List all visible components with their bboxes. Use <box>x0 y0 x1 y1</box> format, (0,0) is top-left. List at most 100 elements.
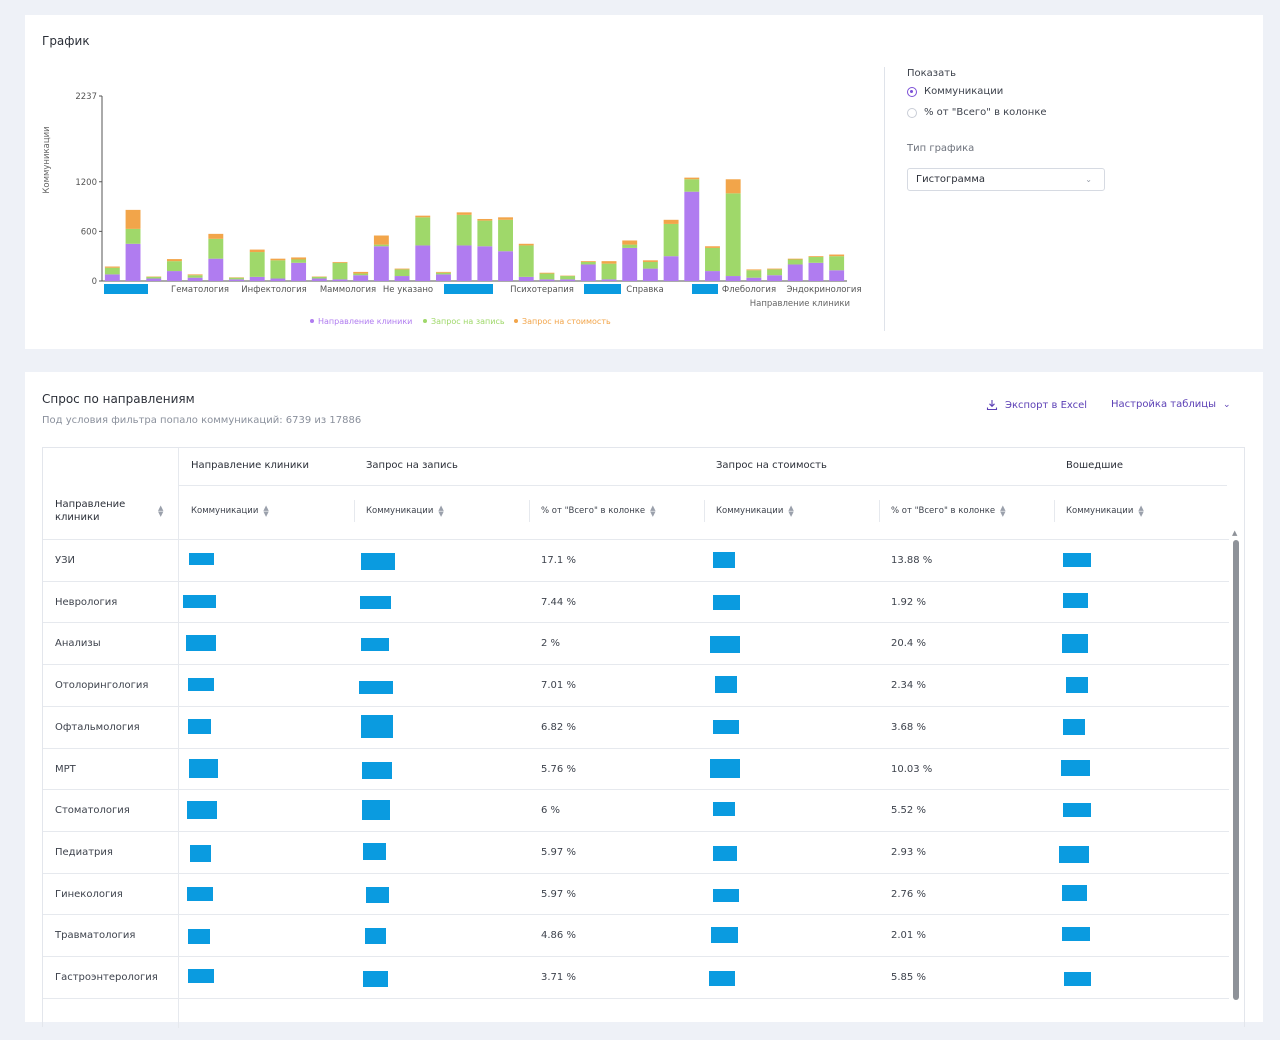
column-label: Коммуникации <box>716 506 783 516</box>
bar-segment <box>374 245 389 247</box>
redacted-x-label <box>444 284 493 294</box>
bar-segment <box>270 260 285 278</box>
redacted-value <box>188 719 211 734</box>
bar-segment <box>374 246 389 281</box>
redacted-value <box>188 678 214 691</box>
subheader-divider <box>879 500 880 522</box>
bar-segment <box>188 275 203 277</box>
sort-icon: ▲▼ <box>158 505 163 517</box>
bar-segment <box>602 279 617 281</box>
bar-segment <box>291 257 306 259</box>
bar-segment <box>746 278 761 281</box>
redacted-value <box>713 552 735 568</box>
redacted-value <box>1063 719 1085 735</box>
bar-segment <box>436 274 451 281</box>
redacted-value <box>713 720 739 734</box>
radio-unselected-icon <box>907 108 917 118</box>
bar-segment <box>519 244 534 246</box>
redacted-value <box>713 889 739 902</box>
booking-percent: 6 % <box>541 790 560 831</box>
redacted-value <box>186 635 216 651</box>
column-label: Коммуникации <box>366 506 433 516</box>
export-excel-link[interactable]: Экспорт в Excel <box>986 399 1087 411</box>
price-percent: 2.93 % <box>891 832 926 873</box>
radio-communications[interactable]: Коммуникации <box>907 86 1003 97</box>
sub-pct-booking-header[interactable]: % от "Всего" в колонке▲▼ <box>541 505 656 517</box>
scrollbar[interactable] <box>1233 540 1239 1000</box>
table-row[interactable] <box>43 998 1229 1040</box>
sort-icon: ▲▼ <box>438 505 443 517</box>
redacted-value <box>363 843 386 860</box>
row-name: Стоматология <box>55 790 130 831</box>
y-tick-label: 0 <box>92 277 97 287</box>
booking-percent: 3.71 % <box>541 957 576 998</box>
row-name: Гастроэнтерология <box>55 957 158 998</box>
table-settings-link[interactable]: Настройка таблицы ⌄ <box>1111 399 1231 410</box>
subheader-divider <box>354 500 355 522</box>
bar-segment <box>374 236 389 245</box>
row-name: МРТ <box>55 749 76 790</box>
legend-dot <box>514 319 518 323</box>
sub-comm-booking-header[interactable]: Коммуникации ▲▼ <box>366 505 444 517</box>
booking-percent: 5.76 % <box>541 749 576 790</box>
sub-comm-entered-header[interactable]: Коммуникации▲▼ <box>1066 505 1144 517</box>
radio-percent-label: % от "Всего" в колонке <box>924 107 1047 118</box>
bar-segment <box>705 248 720 271</box>
redacted-value <box>189 759 218 778</box>
bar-segment <box>126 210 141 229</box>
bar-segment <box>809 257 824 263</box>
price-percent: 3.68 % <box>891 707 926 748</box>
bar-segment <box>643 262 658 269</box>
bar-segment <box>477 246 492 281</box>
row-name: Отолорингология <box>55 665 148 706</box>
download-icon <box>986 399 998 411</box>
row-header-clinic[interactable]: Направление клиники ▲▼ <box>55 498 170 524</box>
sub-comm-clinic-header[interactable]: Коммуникации▲▼ <box>191 505 269 517</box>
redacted-value <box>1062 885 1087 901</box>
bar-segment <box>560 279 575 281</box>
bar-segment <box>333 262 348 263</box>
bar-segment <box>188 278 203 281</box>
bar-segment <box>229 279 244 281</box>
redacted-value <box>709 971 735 986</box>
column-label: % от "Всего" в колонке <box>891 506 995 516</box>
bar-segment <box>208 239 223 259</box>
bar-segment <box>746 269 761 270</box>
bar-segment <box>539 279 554 281</box>
bar-segment <box>167 271 182 281</box>
redacted-value <box>187 801 217 819</box>
chart-type-select[interactable]: Гистограмма ⌄ <box>907 168 1105 191</box>
redacted-value <box>362 762 392 779</box>
bar-segment <box>167 259 182 261</box>
scroll-up-icon[interactable]: ▲ <box>1232 529 1237 537</box>
divider <box>884 67 885 331</box>
bar-segment <box>291 259 306 262</box>
sub-comm-price-header[interactable]: Коммуникации▲▼ <box>716 505 794 517</box>
radio-percent[interactable]: % от "Всего" в колонке <box>907 107 1047 118</box>
bar-segment <box>767 269 782 275</box>
sort-icon: ▲▼ <box>263 505 268 517</box>
sub-pct-price-header[interactable]: % от "Всего" в колонке▲▼ <box>891 505 1006 517</box>
x-tick-label: Эндокринология <box>786 285 861 295</box>
booking-percent: 7.01 % <box>541 665 576 706</box>
bar-segment <box>353 275 368 281</box>
y-axis-label: Коммуникации <box>42 126 52 193</box>
table-card: Спрос по направлениям Под условия фильтр… <box>25 372 1263 1022</box>
bar-segment <box>788 259 803 260</box>
price-percent: 13.88 % <box>891 540 932 581</box>
bar-segment <box>353 272 368 274</box>
redacted-value <box>363 971 388 987</box>
bar-segment <box>498 217 513 219</box>
booking-percent: 5.97 % <box>541 832 576 873</box>
